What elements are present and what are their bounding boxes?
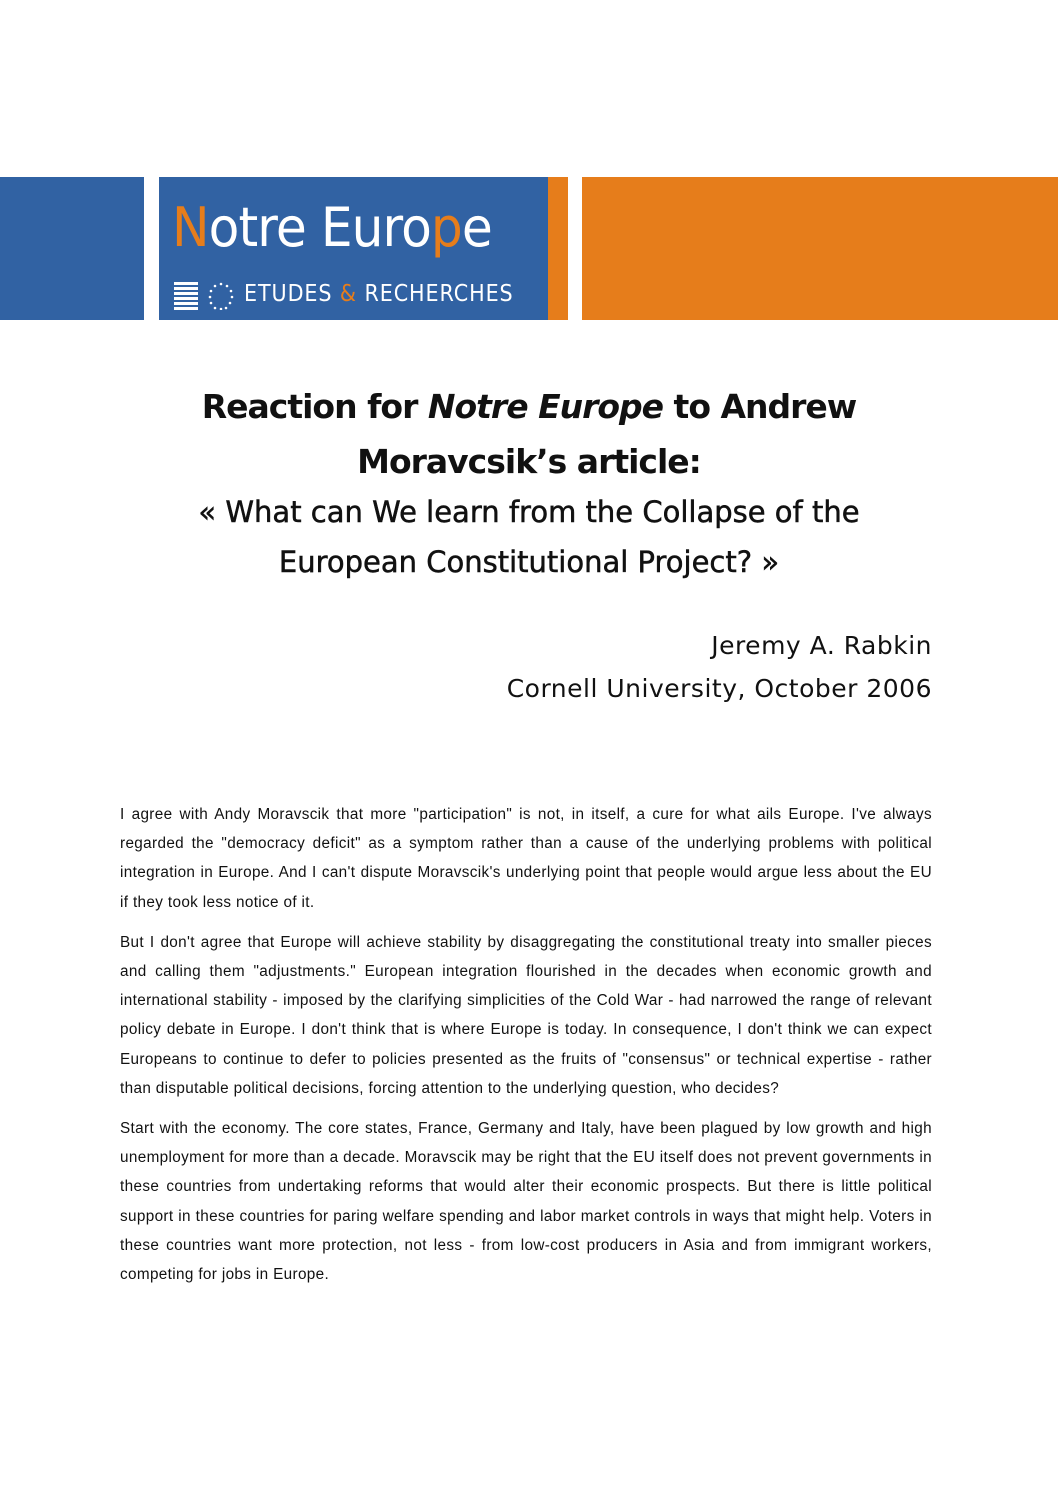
logo-notre-europe: Notre Europe (172, 196, 493, 259)
logo-subtitle-recherches: RECHERCHES (364, 281, 514, 307)
title-text: Reaction for (201, 387, 428, 426)
logo-subtitle-amp: & (339, 281, 357, 307)
title-emphasis: Notre Europe (427, 387, 664, 426)
eu-stars-circle-icon (208, 282, 234, 310)
banner-block-orange-right (582, 177, 1058, 320)
title-line-2: Moravcsik’s article: (357, 442, 702, 481)
banner-block-blue-left (0, 177, 144, 320)
paragraph: Start with the economy. The core states,… (120, 1120, 932, 1284)
title-text: to Andrew (663, 387, 858, 426)
banner-stripe-orange (548, 177, 568, 320)
paragraph: I agree with Andy Moravscik that more "p… (120, 806, 932, 911)
banner-logo-panel (159, 177, 548, 320)
logo-subtitle: ETUDES & RECHERCHES (244, 281, 514, 307)
document-lines-icon (174, 282, 198, 310)
paragraph: But I don't agree that Europe will achie… (120, 933, 932, 1097)
author-name: Jeremy A. Rabkin (711, 631, 932, 660)
subtitle-line-1: « What can We learn from the Collapse of… (198, 495, 860, 530)
author-affiliation: Cornell University, October 2006 (506, 674, 932, 703)
logo-icons (174, 282, 234, 310)
subtitle-line-2: European Constitutional Project? » (278, 545, 780, 580)
title-line-1: Reaction for Notre Europe to Andrew (0, 387, 1058, 426)
body-text: I agree with Andy Moravscik that more "p… (120, 800, 932, 1300)
logo-subtitle-etudes: ETUDES (244, 281, 333, 307)
